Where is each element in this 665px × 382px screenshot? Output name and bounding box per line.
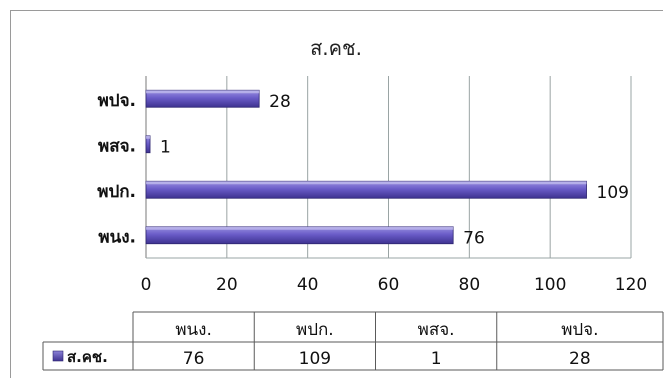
data-label: 76 xyxy=(463,228,485,248)
x-tick-label: 20 xyxy=(216,275,238,295)
x-tick-label: 60 xyxy=(378,275,400,295)
table-value-cell: 1 xyxy=(431,349,442,369)
data-label: 1 xyxy=(160,137,171,157)
x-axis-ticks: 0 20 40 60 80 100 120 xyxy=(141,275,648,295)
x-tick-label: 100 xyxy=(534,275,566,295)
legend-label: ส.คช. xyxy=(67,348,108,366)
data-label: 109 xyxy=(597,183,629,203)
table-value-cell: 109 xyxy=(299,349,331,369)
table-header-cell: พปจ. xyxy=(561,320,598,340)
table-header-cell: พสจ. xyxy=(418,320,455,340)
data-labels: 76 109 1 28 xyxy=(160,92,629,249)
bar-highlight xyxy=(146,90,260,94)
category-labels: พนง. พปก. พสจ. พปจ. xyxy=(97,91,136,248)
category-label: พปจ. xyxy=(98,91,136,111)
data-label: 28 xyxy=(269,92,291,112)
table-value-cell: 28 xyxy=(569,349,591,369)
table-header-cell: พปก. xyxy=(296,320,334,340)
x-tick-label: 0 xyxy=(141,275,152,295)
table-value-cell: 76 xyxy=(183,349,205,369)
x-tick-label: 40 xyxy=(297,275,319,295)
bar-highlight xyxy=(146,181,587,185)
x-tick-label: 80 xyxy=(459,275,481,295)
bars xyxy=(145,89,587,245)
data-table: พนง. 76 พปก. 109 พสจ. 1 พปจ. 28 ส.คช. xyxy=(42,311,664,371)
chart-frame xyxy=(10,10,663,378)
bar-highlight xyxy=(146,226,454,230)
table-header-cell: พนง. xyxy=(175,320,212,340)
x-tick-label: 120 xyxy=(615,275,647,295)
legend-swatch xyxy=(52,350,64,362)
category-label: พปก. xyxy=(97,182,136,202)
chart-title: ส.คช. xyxy=(310,36,362,60)
bar-highlight xyxy=(146,135,151,139)
category-label: พสจ. xyxy=(98,136,136,156)
category-label: พนง. xyxy=(98,227,136,247)
